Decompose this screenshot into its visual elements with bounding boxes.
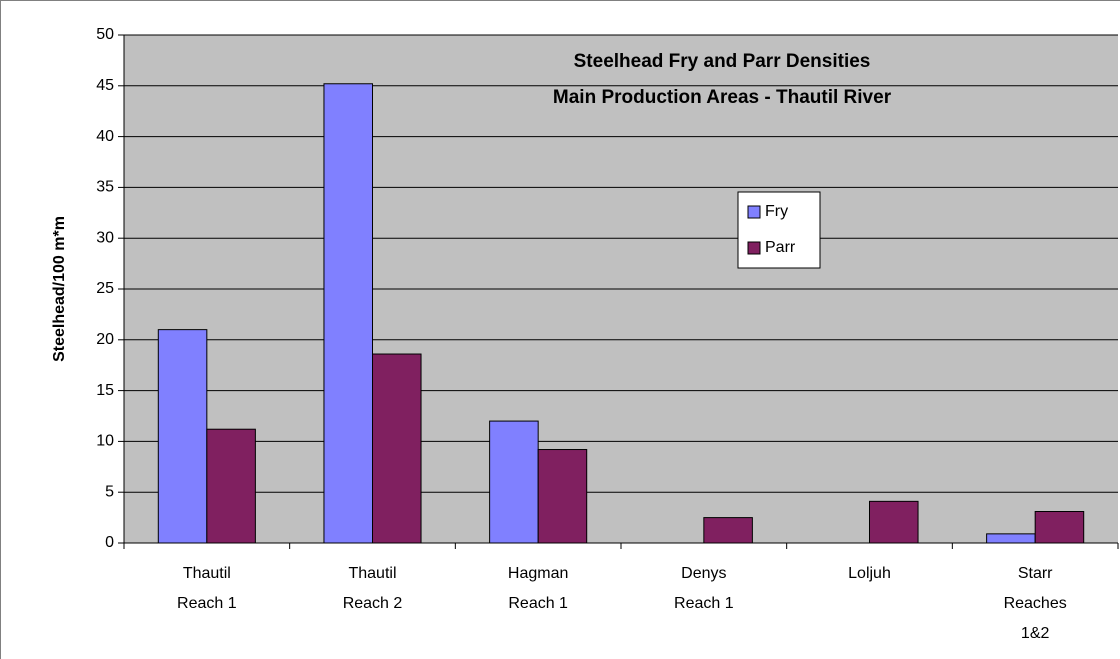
x-tick-label: Reach 1 [674, 595, 734, 612]
bar [489, 420, 539, 544]
bar [703, 517, 753, 544]
x-tick-label: 1&2 [1021, 625, 1050, 642]
y-tick-label: 50 [96, 26, 114, 43]
legend-label: Parr [765, 239, 796, 256]
y-tick-label: 20 [96, 331, 114, 348]
y-tick-label: 25 [96, 280, 114, 297]
chart-title: Steelhead Fry and Parr Densities [574, 51, 871, 72]
x-tick-label: Reach 2 [343, 595, 403, 612]
y-tick-label: 45 [96, 77, 114, 94]
legend-swatch [747, 205, 761, 219]
y-axis-label: Steelhead/100 m*m [51, 216, 68, 362]
x-tick-label: Thautil [348, 565, 396, 582]
bar [206, 428, 256, 544]
y-tick-label: 30 [96, 229, 114, 246]
x-tick-label: Hagman [508, 565, 568, 582]
bar [372, 353, 422, 544]
legend-label: Fry [765, 203, 788, 220]
y-tick-label: 15 [96, 382, 114, 399]
bar [323, 83, 373, 544]
x-tick-label: Reach 1 [508, 595, 568, 612]
bar [1034, 511, 1085, 544]
y-tick-label: 0 [105, 534, 114, 551]
bar [537, 449, 588, 544]
bar [869, 500, 919, 544]
x-tick-label: Reaches [1004, 595, 1067, 612]
x-tick-label: Thautil [183, 565, 231, 582]
x-tick-label: Loljuh [848, 565, 891, 582]
x-tick-label: Reach 1 [177, 595, 237, 612]
bar [986, 533, 1036, 544]
legend [737, 191, 821, 269]
y-tick-label: 5 [105, 483, 114, 500]
chart-title: Main Production Areas - Thautil River [553, 87, 892, 108]
bar [157, 329, 208, 544]
x-tick-label: Denys [681, 565, 726, 582]
y-tick-label: 10 [96, 433, 114, 450]
y-tick-label: 40 [96, 128, 114, 145]
y-tick-label: 35 [96, 179, 114, 196]
legend-swatch [747, 241, 761, 255]
x-tick-label: Starr [1018, 565, 1053, 582]
